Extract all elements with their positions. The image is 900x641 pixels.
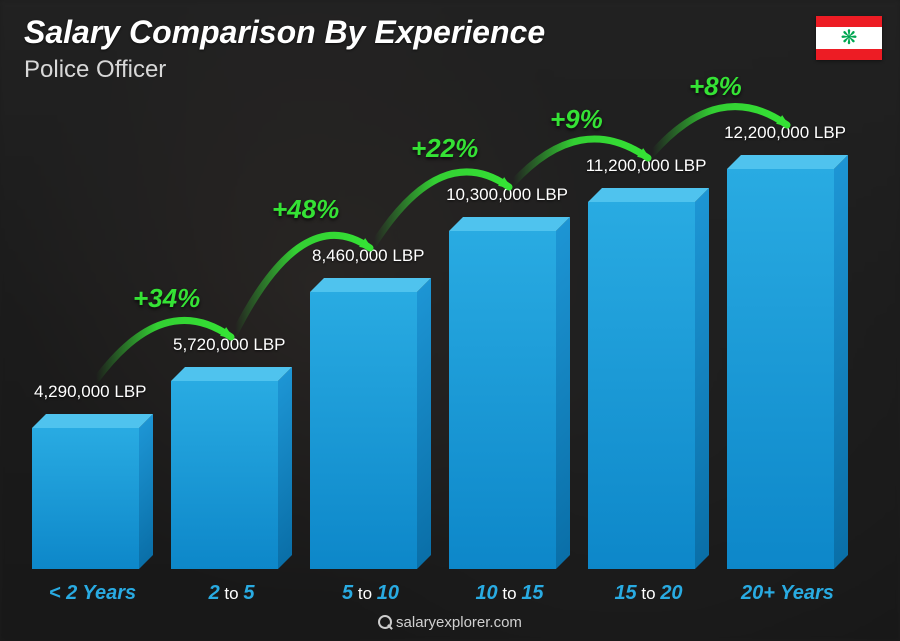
- category-label: 20+ Years: [727, 582, 848, 605]
- bar-5: 12,200,000 LBP20+ Years: [727, 169, 848, 569]
- pct-change-label: +8%: [689, 71, 742, 102]
- footer-text: salaryexplorer.com: [396, 614, 522, 631]
- page-subtitle: Police Officer: [24, 56, 166, 84]
- footer: salaryexplorer.com: [0, 614, 900, 631]
- value-label: 12,200,000 LBP: [724, 123, 846, 143]
- bar-3d: [171, 381, 292, 569]
- bar-chart: 4,290,000 LBP< 2 Years5,720,000 LBP2 to …: [20, 99, 860, 569]
- bar-1: 5,720,000 LBP2 to 5: [171, 381, 292, 569]
- bar-4: 11,200,000 LBP15 to 20: [588, 202, 709, 569]
- value-label: 10,300,000 LBP: [446, 185, 568, 205]
- bar-3d: [588, 202, 709, 569]
- magnifier-icon: [378, 615, 392, 629]
- bar-3d: [32, 428, 153, 569]
- pct-change-label: +48%: [272, 194, 339, 225]
- lebanon-flag-icon: ❋: [816, 16, 882, 60]
- value-label: 5,720,000 LBP: [173, 335, 285, 355]
- bar-0: 4,290,000 LBP< 2 Years: [32, 428, 153, 569]
- category-label: 10 to 15: [449, 582, 570, 605]
- category-label: < 2 Years: [32, 582, 153, 605]
- bar-3d: [449, 231, 570, 569]
- bar-3d: [310, 292, 431, 569]
- category-label: 15 to 20: [588, 582, 709, 605]
- pct-change-label: +9%: [550, 104, 603, 135]
- bar-3d: [727, 169, 848, 569]
- bar-2: 8,460,000 LBP5 to 10: [310, 292, 431, 569]
- value-label: 4,290,000 LBP: [34, 382, 146, 402]
- category-label: 2 to 5: [171, 582, 292, 605]
- category-label: 5 to 10: [310, 582, 431, 605]
- value-label: 11,200,000 LBP: [586, 156, 707, 176]
- pct-change-label: +34%: [133, 283, 200, 314]
- page-title: Salary Comparison By Experience: [24, 14, 545, 51]
- container: Salary Comparison By Experience Police O…: [0, 0, 900, 641]
- cedar-tree-icon: ❋: [841, 28, 858, 48]
- bar-3: 10,300,000 LBP10 to 15: [449, 231, 570, 569]
- pct-change-label: +22%: [411, 133, 478, 164]
- value-label: 8,460,000 LBP: [312, 246, 424, 266]
